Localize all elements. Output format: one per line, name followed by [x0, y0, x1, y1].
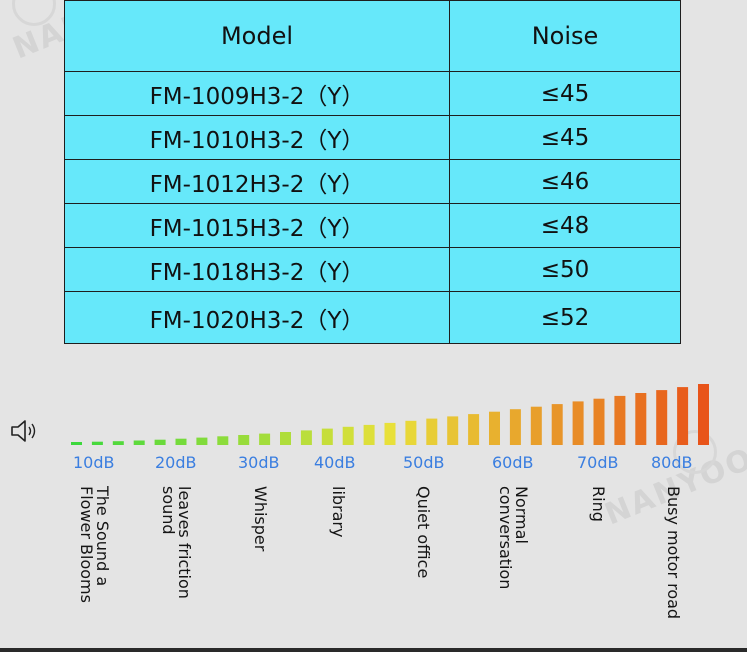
model-cell: FM-1009H3-2（Y） — [64, 71, 450, 116]
level-bar — [321, 428, 333, 445]
level-bar — [405, 420, 417, 445]
noise-cell: ≤45 — [449, 71, 681, 116]
level-bar — [280, 432, 291, 445]
sound-description: The Sound a Flower Blooms — [77, 486, 112, 603]
sound-description: Ring — [589, 486, 608, 522]
level-bar — [363, 424, 375, 445]
level-bar — [698, 384, 709, 445]
level-bar — [175, 438, 187, 445]
sound-description: library — [329, 486, 348, 538]
model-cell: FM-1010H3-2（Y） — [64, 115, 450, 160]
db-label: 80dB — [651, 453, 693, 472]
level-bar — [447, 416, 459, 445]
level-bar — [238, 435, 250, 445]
sound-description: Quiet office — [414, 486, 433, 579]
level-bar — [614, 395, 626, 445]
level-bar — [426, 418, 438, 445]
level-bar — [572, 401, 584, 445]
level-bar — [154, 439, 166, 445]
noise-spec-table: Model Noise FM-1009H3-2（Y） ≤45 FM-1010H3… — [64, 0, 681, 344]
level-bar — [91, 441, 103, 445]
bottom-border — [0, 648, 747, 652]
table-row: FM-1015H3-2（Y） ≤48 — [64, 203, 681, 248]
level-bar — [489, 411, 500, 445]
level-bar — [217, 436, 229, 445]
level-bar — [342, 426, 354, 445]
level-bar — [635, 393, 647, 445]
speaker-icon — [11, 420, 36, 442]
level-bar — [656, 390, 668, 445]
db-label: 50dB — [403, 453, 445, 472]
level-bar — [551, 404, 563, 445]
db-label: 20dB — [155, 453, 197, 472]
model-cell: FM-1018H3-2（Y） — [64, 247, 450, 292]
level-bar — [71, 442, 82, 445]
db-label: 30dB — [238, 453, 280, 472]
level-bar — [112, 441, 124, 445]
sound-description: Busy motor road — [664, 486, 683, 620]
table-row: FM-1018H3-2（Y） ≤50 — [64, 247, 681, 292]
sound-description: Whisper — [251, 486, 270, 552]
table-row: FM-1009H3-2（Y） ≤45 — [64, 71, 681, 116]
level-bar — [133, 440, 145, 445]
model-cell: FM-1012H3-2（Y） — [64, 159, 450, 204]
db-label: 40dB — [314, 453, 356, 472]
level-bar — [468, 414, 480, 445]
level-bar — [530, 406, 542, 445]
noise-cell: ≤50 — [449, 247, 681, 292]
table-row: FM-1010H3-2（Y） ≤45 — [64, 115, 681, 160]
db-label: 10dB — [73, 453, 115, 472]
column-header-model: Model — [64, 0, 450, 72]
noise-cell: ≤45 — [449, 115, 681, 160]
level-bar — [593, 398, 605, 445]
sound-description: leaves friction sound — [159, 486, 194, 599]
watermark-logo-icon — [673, 430, 717, 474]
level-bar — [300, 430, 312, 445]
table-row: FM-1012H3-2（Y） ≤46 — [64, 159, 681, 204]
noise-cell: ≤52 — [449, 291, 681, 344]
db-label: 60dB — [492, 453, 534, 472]
noise-cell: ≤46 — [449, 159, 681, 204]
level-bar — [384, 422, 396, 445]
level-bar — [677, 387, 689, 445]
db-label: 70dB — [577, 453, 619, 472]
level-bar — [196, 437, 208, 445]
table-row: FM-1020H3-2（Y） ≤52 — [64, 291, 681, 344]
level-bar — [259, 433, 271, 445]
model-cell: FM-1020H3-2（Y） — [64, 291, 450, 344]
sound-description: Normal conversation — [496, 486, 531, 590]
level-bar — [509, 409, 521, 445]
